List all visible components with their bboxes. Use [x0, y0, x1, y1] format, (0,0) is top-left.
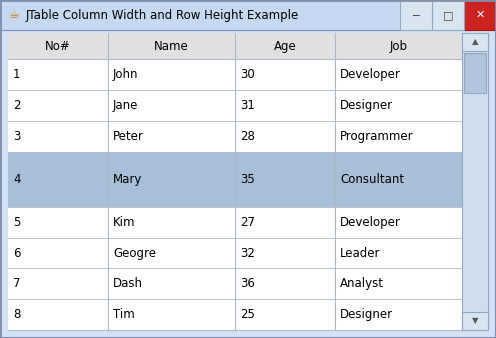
Bar [462, 33, 488, 51]
Text: JTable Column Width and Row Height Example: JTable Column Width and Row Height Examp… [26, 8, 299, 22]
Text: Jane: Jane [113, 99, 138, 112]
Bar [8, 90, 462, 121]
Bar [8, 59, 462, 90]
Text: Tim: Tim [113, 308, 134, 321]
Text: Peter: Peter [113, 130, 144, 143]
Text: Kim: Kim [113, 216, 135, 229]
Text: 25: 25 [240, 308, 255, 321]
Bar [462, 33, 488, 330]
Text: 30: 30 [240, 68, 255, 81]
Text: Geogre: Geogre [113, 246, 156, 260]
Text: Consultant: Consultant [340, 173, 404, 186]
Text: 32: 32 [240, 246, 255, 260]
Text: 1: 1 [13, 68, 20, 81]
Text: 31: 31 [240, 99, 255, 112]
Text: Mary: Mary [113, 173, 142, 186]
Text: ☕: ☕ [8, 8, 20, 22]
Text: Analyst: Analyst [340, 277, 384, 290]
Text: 2: 2 [13, 99, 20, 112]
Text: 8: 8 [13, 308, 20, 321]
Bar [8, 299, 462, 330]
Bar [464, 53, 486, 93]
Bar [8, 268, 462, 299]
Text: Dash: Dash [113, 277, 143, 290]
Text: 27: 27 [240, 216, 255, 229]
Text: 6: 6 [13, 246, 20, 260]
Bar [432, 0, 464, 30]
Text: No#: No# [45, 40, 71, 53]
Text: Age: Age [274, 40, 296, 53]
Text: Developer: Developer [340, 216, 401, 229]
Text: 5: 5 [13, 216, 20, 229]
Text: Developer: Developer [340, 68, 401, 81]
Text: ─: ─ [413, 10, 420, 20]
Text: □: □ [443, 10, 453, 20]
Bar [8, 238, 462, 268]
Text: 36: 36 [240, 277, 255, 290]
Bar [462, 312, 488, 330]
Bar [8, 33, 462, 330]
Text: ▲: ▲ [472, 38, 478, 47]
Text: Job: Job [389, 40, 407, 53]
Text: Designer: Designer [340, 99, 393, 112]
Bar [8, 121, 462, 152]
Text: Designer: Designer [340, 308, 393, 321]
Bar [8, 207, 462, 238]
Text: 35: 35 [240, 173, 255, 186]
Text: Leader: Leader [340, 246, 380, 260]
Bar [0, 0, 496, 30]
Text: John: John [113, 68, 138, 81]
Bar [400, 0, 432, 30]
Text: 28: 28 [240, 130, 255, 143]
Text: Programmer: Programmer [340, 130, 414, 143]
Text: ✕: ✕ [475, 10, 485, 20]
Bar [464, 0, 496, 30]
Text: Name: Name [154, 40, 189, 53]
Text: 3: 3 [13, 130, 20, 143]
Text: ▼: ▼ [472, 316, 478, 325]
Text: 4: 4 [13, 173, 20, 186]
Bar [8, 33, 462, 59]
Bar [8, 152, 462, 207]
Text: 7: 7 [13, 277, 20, 290]
